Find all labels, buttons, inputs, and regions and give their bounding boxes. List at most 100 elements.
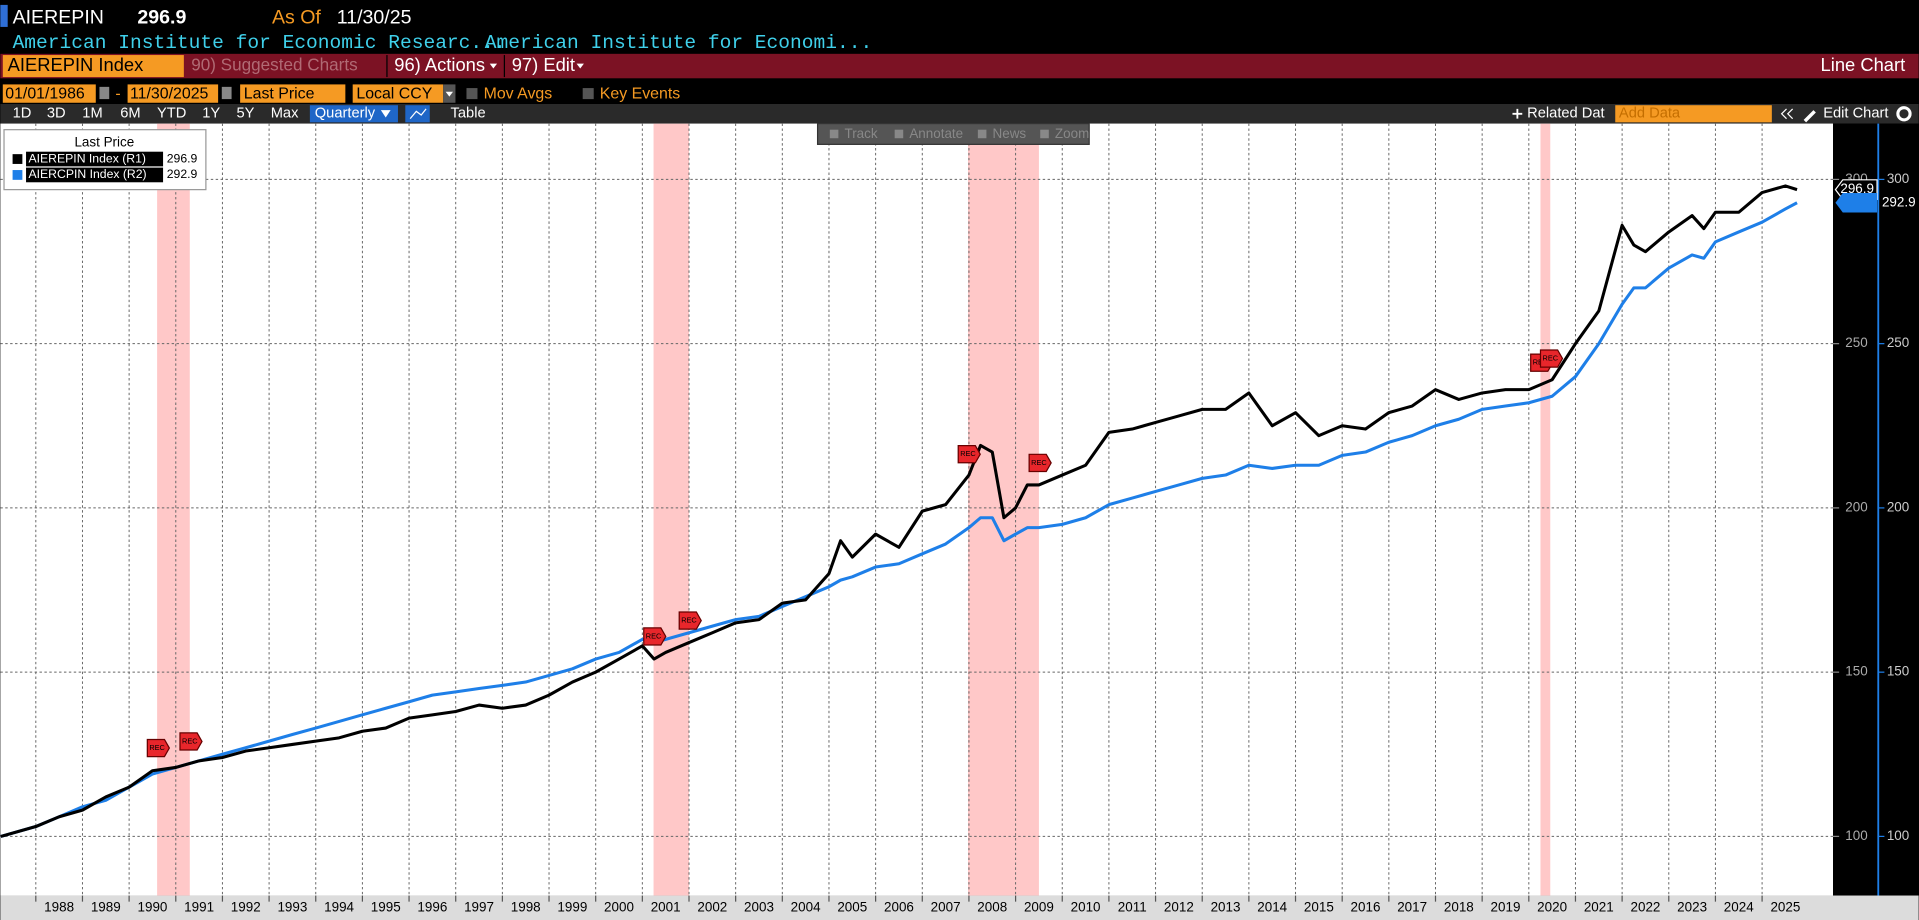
x-tick-label: 2008 <box>977 899 1007 914</box>
x-tick-label: 2013 <box>1211 899 1241 914</box>
end-date-box[interactable] <box>127 84 219 103</box>
collapse-icon[interactable] <box>1780 108 1794 120</box>
y-tick-label: 100 <box>1845 828 1867 843</box>
as-of-label: As Of <box>272 7 321 29</box>
recession-band <box>653 123 689 896</box>
pencil-icon <box>1803 110 1816 123</box>
x-tick-label: 2017 <box>1397 899 1427 914</box>
field-box[interactable] <box>240 84 346 103</box>
start-date[interactable]: 01/01/1986 <box>5 85 85 102</box>
frequency[interactable]: Quarterly <box>315 106 376 122</box>
periods-bar <box>0 103 1919 124</box>
x-tick-label: 2022 <box>1630 899 1660 914</box>
x-tick-label: 2002 <box>697 899 727 914</box>
x-tick-label: 1991 <box>184 899 214 914</box>
period-button[interactable]: 3D <box>47 106 66 122</box>
x-tick-label: 2024 <box>1724 899 1754 914</box>
recession-label: REC <box>149 743 165 752</box>
frequency-box[interactable] <box>309 105 398 123</box>
currency-box[interactable] <box>352 84 444 103</box>
period-button[interactable]: Max <box>271 106 299 122</box>
plot-series-layer: RECRECRECRECRECRECRECREC <box>0 184 1798 838</box>
tool-icon <box>977 129 987 139</box>
x-tick-label: 1997 <box>464 899 494 914</box>
x-tick-label: 2009 <box>1024 899 1054 914</box>
legend-name-bg <box>26 151 164 167</box>
ticker: AIEREPIN <box>13 7 104 29</box>
period-button[interactable]: 1Y <box>202 106 220 122</box>
period-button[interactable]: 1D <box>13 106 32 122</box>
x-tick-label: 2014 <box>1257 899 1287 914</box>
last-value-label: 296.9 <box>1840 181 1874 196</box>
tool-icon <box>1040 129 1049 139</box>
chart-style-button[interactable] <box>405 105 430 123</box>
legend-name: AIERCPIN Index (R2) <box>28 167 146 181</box>
security-box[interactable] <box>2 55 184 78</box>
periods: 1D 3D 1M 6M YTD 1Y 5Y Max <box>13 106 300 122</box>
chart-type: Line Chart <box>1821 54 1906 75</box>
x-tick-label: 2021 <box>1584 899 1614 914</box>
tools: Track Annotate News Zoom <box>829 126 1089 141</box>
x-tick-label: 2025 <box>1770 899 1800 914</box>
tool-button[interactable]: Zoom <box>1055 126 1089 141</box>
table-button[interactable]: Table <box>451 106 486 122</box>
edit-menu[interactable]: 97) Edit <box>512 54 575 75</box>
mov-avgs[interactable]: Mov Avgs <box>484 85 553 102</box>
start-date-box[interactable] <box>2 84 96 103</box>
series-line <box>0 184 1798 838</box>
x-tick-label: 1989 <box>91 899 121 914</box>
checkbox[interactable] <box>582 88 594 100</box>
legend-swatch <box>12 170 23 180</box>
security[interactable]: AIEREPIN Index <box>8 54 144 75</box>
period-button[interactable]: 6M <box>120 106 140 122</box>
plus-icon <box>1512 108 1523 119</box>
period-button[interactable]: 5Y <box>236 106 254 122</box>
recession-label: REC <box>1543 353 1559 362</box>
x-tick-label: 2001 <box>651 899 681 914</box>
x-tick-label: 2011 <box>1118 899 1147 914</box>
x-tick-label: 2010 <box>1071 899 1101 914</box>
y-tick-label: 250 <box>1845 335 1867 350</box>
add-data[interactable]: Add Data <box>1619 106 1681 122</box>
tool-icon <box>829 129 839 139</box>
field[interactable]: Last Price <box>244 85 315 102</box>
x-tick-label: 1996 <box>417 899 447 914</box>
suggested-charts[interactable]: 90) Suggested Charts <box>191 56 357 75</box>
key-events[interactable]: Key Events <box>600 85 680 102</box>
related-data[interactable]: Related Dat <box>1527 106 1604 122</box>
edit-chart[interactable]: Edit Chart <box>1823 106 1888 122</box>
settings-icon[interactable] <box>1896 106 1912 122</box>
tool-button[interactable]: News <box>993 126 1027 141</box>
x-tick-label: 2012 <box>1164 899 1194 914</box>
currency[interactable]: Local CCY <box>356 85 432 102</box>
add-data-box[interactable] <box>1615 105 1772 123</box>
period-button[interactable]: YTD <box>157 106 186 122</box>
legend-swatch <box>12 154 23 164</box>
y2-tick-label: 250 <box>1887 335 1909 350</box>
recession-flag <box>643 627 667 646</box>
tool-icon <box>894 129 904 139</box>
y2-tick-label: 200 <box>1887 499 1909 514</box>
calendar-icon[interactable] <box>221 86 232 100</box>
dropdown-icon <box>380 110 391 118</box>
end-date[interactable]: 11/30/2025 <box>130 85 209 102</box>
calendar-icon[interactable] <box>99 86 110 100</box>
checkbox[interactable] <box>466 88 478 100</box>
recession-label: REC <box>182 736 198 745</box>
actions-menu[interactable]: 96) Actions <box>394 54 485 75</box>
recession-label: REC <box>1031 458 1047 467</box>
x-tick-label: 1995 <box>371 899 401 914</box>
legend-name-bg <box>26 167 164 183</box>
period-button[interactable]: 1M <box>82 106 102 122</box>
x-tick-label: 1992 <box>231 899 261 914</box>
x-tick-label: 2004 <box>791 899 821 914</box>
tool-button[interactable]: Track <box>845 126 878 141</box>
x-tick-label: 2015 <box>1304 899 1334 914</box>
y2-tick-label: 150 <box>1887 664 1909 679</box>
y-tick-label: 150 <box>1845 664 1867 679</box>
recession-flag <box>146 738 171 758</box>
x-tick-label: 1988 <box>44 899 74 914</box>
tool-button[interactable]: Annotate <box>909 126 963 141</box>
